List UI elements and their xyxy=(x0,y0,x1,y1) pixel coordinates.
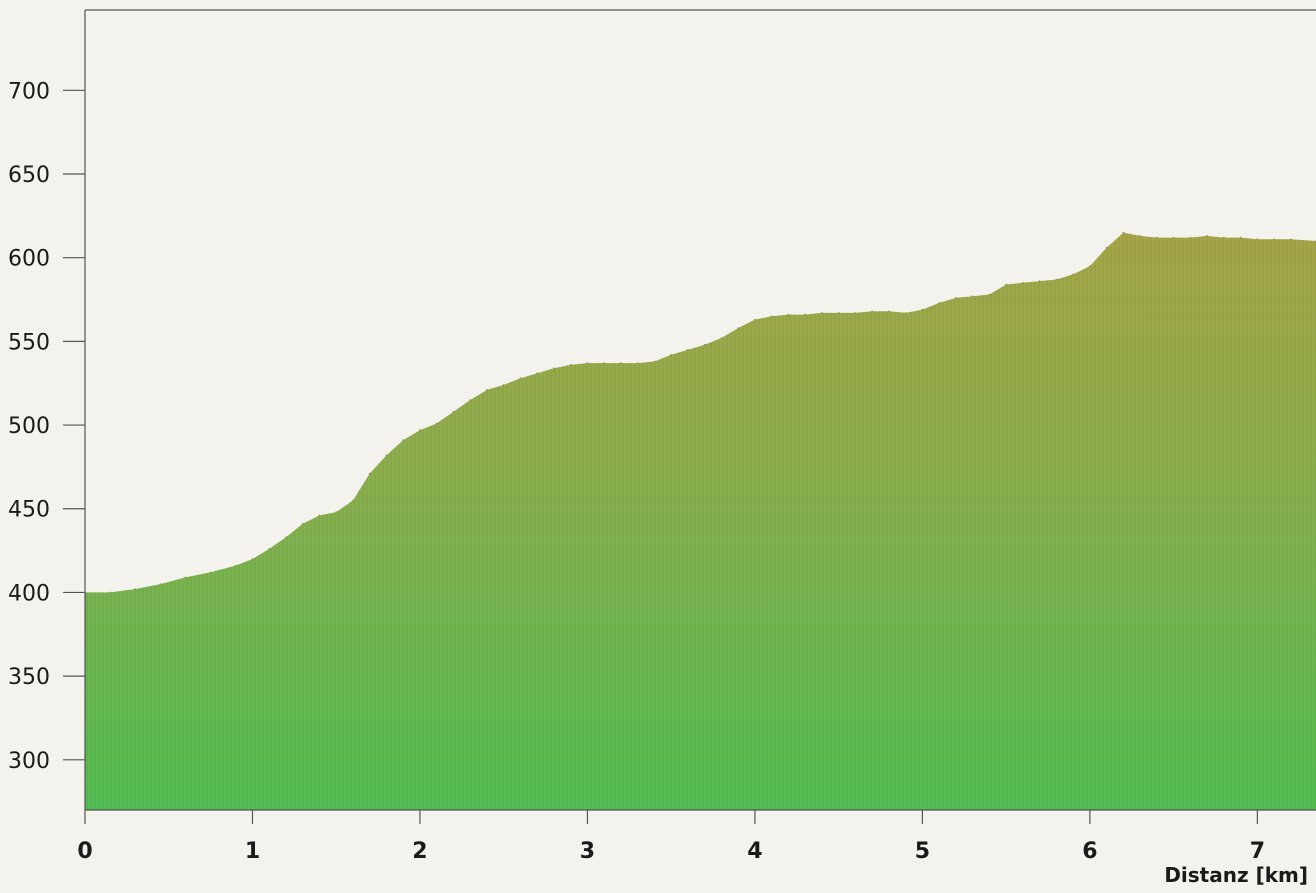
profile-point xyxy=(670,354,672,356)
profile-point xyxy=(938,302,940,304)
profile-point xyxy=(109,591,111,594)
x-axis-title: Distanz [km] xyxy=(1164,863,1308,887)
plot-area xyxy=(84,231,1316,811)
y-tick-label: 600 xyxy=(8,247,50,272)
profile-point xyxy=(335,511,338,513)
profile-point xyxy=(352,499,354,502)
profile-point xyxy=(251,558,254,560)
profile-point xyxy=(184,576,187,579)
y-tick-label: 550 xyxy=(8,330,50,355)
profile-point xyxy=(159,583,162,585)
profile-point xyxy=(1005,283,1007,286)
profile-point xyxy=(1206,235,1208,237)
profile-point xyxy=(318,514,321,517)
profile-point xyxy=(402,439,405,441)
axes: 300 350 400 450 500 550 600 650 700 0 1 2 3 4 5 6 7 xyxy=(8,9,1316,864)
profile-point xyxy=(486,389,488,391)
profile-point xyxy=(569,364,572,366)
profile-point xyxy=(536,372,538,375)
x-tick-label: 2 xyxy=(412,839,427,864)
profile-point xyxy=(419,429,421,431)
profile-point xyxy=(804,313,806,316)
profile-point xyxy=(703,343,706,346)
profile-point xyxy=(1223,236,1225,239)
profile-point xyxy=(1256,238,1259,241)
profile-point xyxy=(1239,236,1242,239)
profile-point xyxy=(234,564,237,567)
profile-point xyxy=(871,310,873,313)
profile-point xyxy=(1156,236,1158,239)
profile-point xyxy=(737,327,739,329)
profile-point xyxy=(1290,238,1292,241)
profile-point xyxy=(502,384,505,386)
profile-point xyxy=(553,367,555,370)
profile-point xyxy=(955,297,957,299)
profile-point xyxy=(1055,278,1058,281)
y-tick-label: 500 xyxy=(8,414,50,439)
profile-point xyxy=(821,312,823,314)
profile-point xyxy=(636,362,639,364)
x-tick-label: 4 xyxy=(747,839,762,864)
profile-point xyxy=(1038,280,1041,282)
profile-point xyxy=(971,295,974,298)
profile-point xyxy=(687,348,689,351)
x-tick-label: 0 xyxy=(77,839,92,864)
profile-point xyxy=(1089,265,1091,267)
profile-point xyxy=(469,399,472,401)
profile-point xyxy=(888,310,890,313)
profile-point xyxy=(1072,273,1074,276)
profile-point xyxy=(904,312,907,314)
profile-point xyxy=(754,318,756,321)
profile-point xyxy=(720,337,723,339)
x-tick-label: 1 xyxy=(245,839,260,864)
x-tick-label: 6 xyxy=(1082,839,1097,864)
profile-point xyxy=(268,548,271,550)
y-tick-label: 450 xyxy=(8,498,50,523)
profile-point xyxy=(603,362,605,364)
profile-point xyxy=(1122,231,1125,234)
x-tick-label: 3 xyxy=(580,839,595,864)
profile-point xyxy=(653,360,656,363)
y-tick-label: 300 xyxy=(8,749,50,774)
profile-point xyxy=(1273,238,1275,241)
profile-point xyxy=(787,313,790,316)
profile-point xyxy=(452,410,455,413)
profile-point xyxy=(1022,282,1024,284)
profile-point xyxy=(368,472,371,475)
profile-point xyxy=(209,571,212,574)
profile-point xyxy=(837,312,840,314)
profile-point xyxy=(285,536,287,538)
profile-point xyxy=(385,454,388,457)
y-tick-label: 400 xyxy=(8,581,50,606)
x-tick-label: 5 xyxy=(915,839,930,864)
profile-point xyxy=(586,362,589,364)
profile-point xyxy=(1139,235,1141,237)
profile-point xyxy=(1172,236,1175,239)
profile-point xyxy=(1189,236,1192,239)
elevation-area-texture xyxy=(85,232,1316,811)
profile-point xyxy=(134,588,136,590)
profile-point xyxy=(1105,246,1108,249)
profile-point xyxy=(988,293,991,296)
profile-point xyxy=(921,308,924,311)
profile-point xyxy=(770,315,773,318)
profile-point xyxy=(854,312,857,314)
x-tick-label: 7 xyxy=(1250,839,1265,864)
profile-point xyxy=(519,377,522,380)
profile-point xyxy=(435,422,438,425)
y-tick-label: 350 xyxy=(8,665,50,690)
y-tick-label: 700 xyxy=(8,79,50,104)
profile-point xyxy=(301,523,304,525)
y-tick-label: 650 xyxy=(8,163,50,188)
profile-point xyxy=(620,362,622,364)
